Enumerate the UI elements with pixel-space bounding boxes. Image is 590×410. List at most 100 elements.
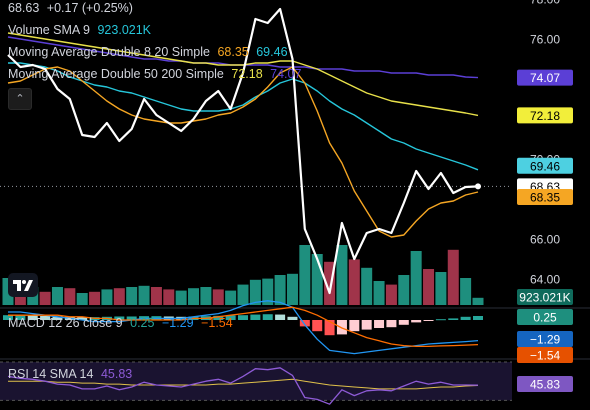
volume-bar bbox=[138, 285, 150, 305]
volume-bar bbox=[212, 289, 224, 305]
macd-hist-axis-label-bg bbox=[517, 309, 573, 325]
macd-hist-bar bbox=[114, 316, 125, 320]
rsi-sma-line bbox=[8, 378, 479, 390]
rsi-line bbox=[7, 367, 479, 405]
volume-bar bbox=[150, 287, 162, 305]
macd-line-axis-label: −1.29 bbox=[517, 331, 573, 347]
legend-rsi[interactable]: RSI 14 SMA 14 45.83 bbox=[8, 366, 136, 382]
macd-hist-bar bbox=[225, 315, 236, 320]
macd-hist-bar bbox=[262, 314, 273, 320]
legend-ma50-value: 72.18 bbox=[231, 67, 263, 81]
macd-hist-bar bbox=[460, 316, 471, 320]
last-price-dot bbox=[475, 183, 481, 190]
volume-bar bbox=[225, 290, 237, 305]
macd-hist-bar bbox=[435, 319, 446, 321]
y-tick-label: 76.00 bbox=[530, 33, 560, 47]
ma200-axis-label: 74.07 bbox=[517, 69, 573, 86]
macd-hist-bar bbox=[398, 320, 409, 325]
volume-bar bbox=[101, 289, 113, 305]
legend-macd-label: MACD 12 26 close 9 bbox=[8, 316, 123, 330]
legend-ma8-value: 68.35 bbox=[217, 45, 249, 59]
volume-bar bbox=[472, 297, 484, 305]
volume-bar bbox=[447, 249, 459, 305]
ma8-line bbox=[7, 66, 479, 238]
volume-bar bbox=[64, 288, 76, 305]
macd-hist-bar bbox=[250, 314, 261, 320]
ma50-axis-label-text: 72.18 bbox=[530, 109, 560, 123]
volume-bar bbox=[126, 287, 138, 305]
rsi-axis-label-bg bbox=[517, 376, 573, 392]
volume-bar bbox=[373, 281, 385, 305]
y-tick-label: 64.00 bbox=[530, 273, 560, 287]
volume-bar bbox=[51, 287, 63, 305]
legend-rsi-label: RSI 14 SMA 14 bbox=[8, 367, 94, 381]
volume-axis-label: 923.021K bbox=[517, 289, 573, 305]
volume-bar bbox=[249, 279, 261, 305]
legend-macd-line: −1.29 bbox=[161, 316, 194, 330]
tradingview-logo[interactable] bbox=[8, 273, 38, 297]
volume-bar bbox=[200, 287, 212, 305]
macd-hist-bar bbox=[324, 320, 335, 336]
legend-ma200-value: 74.07 bbox=[270, 67, 302, 81]
collapse-legend-button[interactable]: ⌃ bbox=[8, 88, 32, 110]
price-line bbox=[7, 7, 479, 295]
ma200-axis-label-bg bbox=[517, 69, 573, 86]
legend-volume[interactable]: Volume SMA 9 923.021K bbox=[8, 22, 155, 38]
ma50-line bbox=[7, 32, 479, 117]
volume-bar bbox=[286, 273, 298, 305]
volume-bar bbox=[237, 284, 249, 305]
macd-hist-bar bbox=[361, 320, 372, 330]
macd-hist-bar bbox=[448, 318, 459, 320]
ma8-axis-label: 68.35 bbox=[517, 189, 573, 205]
legend-volume-label: Volume SMA 9 bbox=[8, 23, 90, 37]
macd-hist-bar bbox=[374, 320, 385, 328]
macd-signal-axis-label: −1.54 bbox=[517, 347, 573, 363]
macd-hist-bar bbox=[52, 316, 63, 320]
legend-ma20-value: 69.46 bbox=[256, 45, 288, 59]
volume-bar bbox=[163, 289, 175, 305]
macd-line bbox=[8, 300, 479, 355]
volume-bar bbox=[188, 288, 200, 305]
macd-hist-bar bbox=[213, 315, 224, 320]
macd-hist-bar bbox=[126, 316, 137, 320]
macd-signal-axis-label-bg bbox=[517, 347, 573, 363]
volume-bar bbox=[336, 245, 348, 305]
price-header: 68.63 +0.17 (+0.25%) bbox=[8, 0, 137, 16]
volume-bar bbox=[324, 261, 336, 305]
volume-bar bbox=[348, 259, 360, 305]
macd-hist-bar bbox=[411, 320, 422, 323]
volume-bar bbox=[274, 275, 286, 305]
volume-bar bbox=[299, 245, 311, 305]
legend-ma-long[interactable]: Moving Average Double 50 200 Simple 72.1… bbox=[8, 66, 305, 82]
volume-bar bbox=[311, 254, 323, 305]
macd-hist-bar bbox=[299, 320, 310, 327]
macd-hist-bar bbox=[3, 315, 13, 320]
price-change: +0.17 (+0.25%) bbox=[46, 1, 133, 15]
chevron-up-icon: ⌃ bbox=[15, 93, 25, 105]
legend-macd[interactable]: MACD 12 26 close 9 0.25 −1.29 −1.54 bbox=[8, 315, 237, 331]
volume-bar bbox=[113, 288, 125, 305]
rsi-axis-label-text: 45.83 bbox=[530, 378, 560, 392]
macd-signal-axis-label-text: −1.54 bbox=[530, 349, 561, 363]
ma20-axis-label-bg bbox=[517, 157, 573, 174]
legend-ma-short[interactable]: Moving Average Double 8 20 Simple 68.35 … bbox=[8, 44, 292, 60]
macd-hist-bar bbox=[275, 314, 286, 320]
y-tick-label: 66.00 bbox=[530, 233, 560, 247]
ma200-axis-label-text: 74.07 bbox=[530, 71, 560, 85]
macd-hist-bar bbox=[423, 320, 434, 321]
volume-bar bbox=[435, 272, 447, 305]
volume-bar bbox=[89, 291, 101, 305]
volume-bar bbox=[76, 293, 88, 305]
macd-line-axis-label-bg bbox=[517, 331, 573, 347]
macd-hist-bar bbox=[473, 316, 483, 320]
volume-bar bbox=[39, 291, 51, 305]
volume-bar bbox=[460, 278, 472, 305]
ma8-axis-label-text: 68.35 bbox=[530, 191, 560, 205]
ma20-line bbox=[8, 62, 479, 171]
volume-bar bbox=[262, 278, 274, 305]
y-tick-label: 78.00 bbox=[530, 0, 560, 7]
last-price: 68.63 bbox=[8, 1, 40, 15]
legend-macd-hist: 0.25 bbox=[130, 316, 155, 330]
ma8-axis-label-bg bbox=[517, 189, 573, 205]
